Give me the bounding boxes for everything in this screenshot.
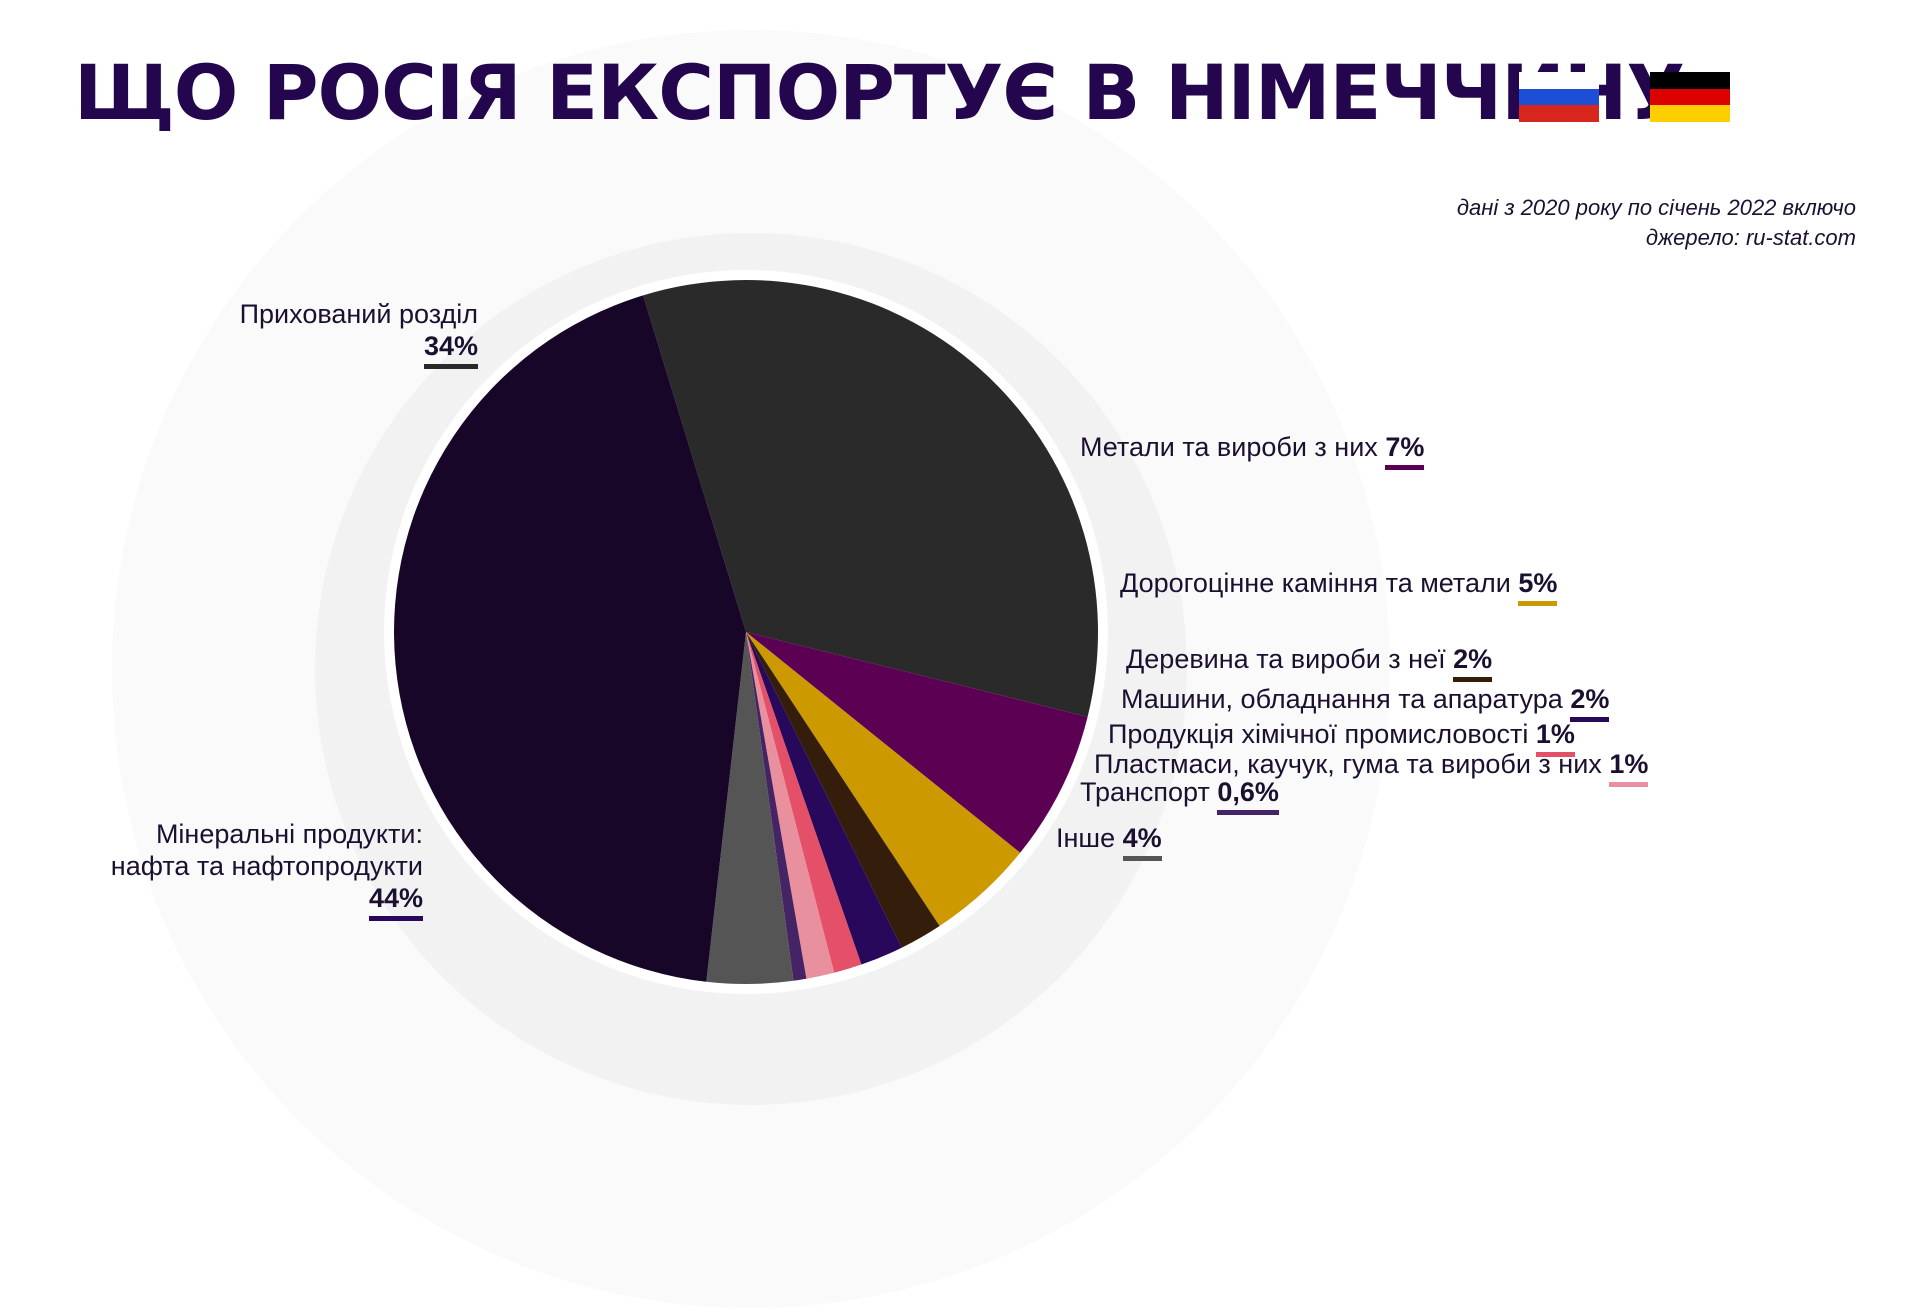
label-machines-pct: 2% — [1570, 684, 1610, 722]
germany-flag-stripe-gold — [1650, 105, 1730, 122]
label-mineral-pct: 44% — [368, 883, 424, 921]
label-plastics: Пластмаси, каучук, гума та вироби з них … — [1094, 748, 1649, 787]
label-wood: Деревина та вироби з неї 2% — [1126, 643, 1493, 682]
label-hidden-section-text: Прихований розділ — [239, 299, 478, 329]
label-plastics-text: Пластмаси, каучук, гума та вироби з них — [1094, 749, 1602, 779]
pie-slice-metals — [746, 632, 1088, 853]
germany-flag-icon — [1650, 72, 1730, 122]
pie-slice-wood — [746, 632, 940, 948]
label-chemical: Продукція хімічної промисловості 1% — [1108, 718, 1575, 757]
page-title: ЩО РОСІЯ ЕКСПОРТУЄ В НІМЕЧЧИНУ — [74, 48, 1685, 137]
russia-flag-icon — [1519, 72, 1599, 122]
label-transport: Транспорт 0,6% — [1080, 776, 1279, 815]
pie-slice-machines — [746, 632, 902, 965]
germany-flag-stripe-black — [1650, 72, 1730, 89]
label-wood-text: Деревина та вироби з неї — [1126, 644, 1446, 674]
source-note: дані з 2020 року по січень 2022 включо д… — [1457, 193, 1856, 253]
label-machines-text: Машини, обладнання та апаратура — [1121, 684, 1563, 714]
label-transport-pct: 0,6% — [1217, 777, 1279, 815]
label-mineral-line-1: Мінеральні продукти: — [155, 819, 423, 849]
pie-slice-chemical — [746, 632, 862, 973]
pie-chart — [384, 270, 1108, 994]
pie-slice-other — [706, 632, 794, 984]
label-chemical-text: Продукція хімічної промисловості — [1108, 719, 1529, 749]
pie-slice-precious — [746, 632, 1021, 926]
label-mineral-line-2: нафта та нафтопродукти — [110, 851, 423, 881]
label-other: Інше 4% — [1056, 822, 1162, 861]
label-precious: Дорогоцінне каміння та метали 5% — [1120, 567, 1558, 606]
russia-flag-stripe-blue — [1519, 88, 1599, 106]
label-metals-pct: 7% — [1385, 432, 1425, 470]
pie-slice-mineral — [394, 295, 746, 982]
label-transport-text: Транспорт — [1080, 777, 1210, 807]
period-note: дані з 2020 року по січень 2022 включо — [1456, 195, 1856, 220]
pie-slice-transport — [746, 632, 807, 981]
label-plastics-pct: 1% — [1609, 749, 1649, 787]
pie-slice-plastics — [746, 632, 835, 979]
label-metals: Метали та вироби з них 7% — [1080, 431, 1425, 470]
label-chemical-pct: 1% — [1535, 719, 1575, 757]
germany-flag-stripe-red — [1650, 88, 1730, 106]
label-hidden-section: Прихований розділ 34% — [239, 298, 479, 369]
russia-flag-stripe-red — [1519, 105, 1599, 122]
label-precious-pct: 5% — [1518, 568, 1558, 606]
source-link-text: джерело: ru-stat.com — [1645, 225, 1856, 250]
label-mineral: Мінеральні продукти: нафта та нафтопроду… — [110, 818, 424, 921]
label-wood-pct: 2% — [1453, 644, 1493, 682]
label-metals-text: Метали та вироби з них — [1080, 432, 1378, 462]
label-machines: Машини, обладнання та апаратура 2% — [1121, 683, 1610, 722]
label-hidden-section-pct: 34% — [423, 331, 479, 369]
label-precious-text: Дорогоцінне каміння та метали — [1120, 568, 1511, 598]
label-other-text: Інше — [1056, 823, 1116, 853]
russia-flag-stripe-white — [1519, 72, 1599, 89]
label-other-pct: 4% — [1122, 823, 1162, 861]
pie-slice-hidden — [643, 280, 1098, 717]
